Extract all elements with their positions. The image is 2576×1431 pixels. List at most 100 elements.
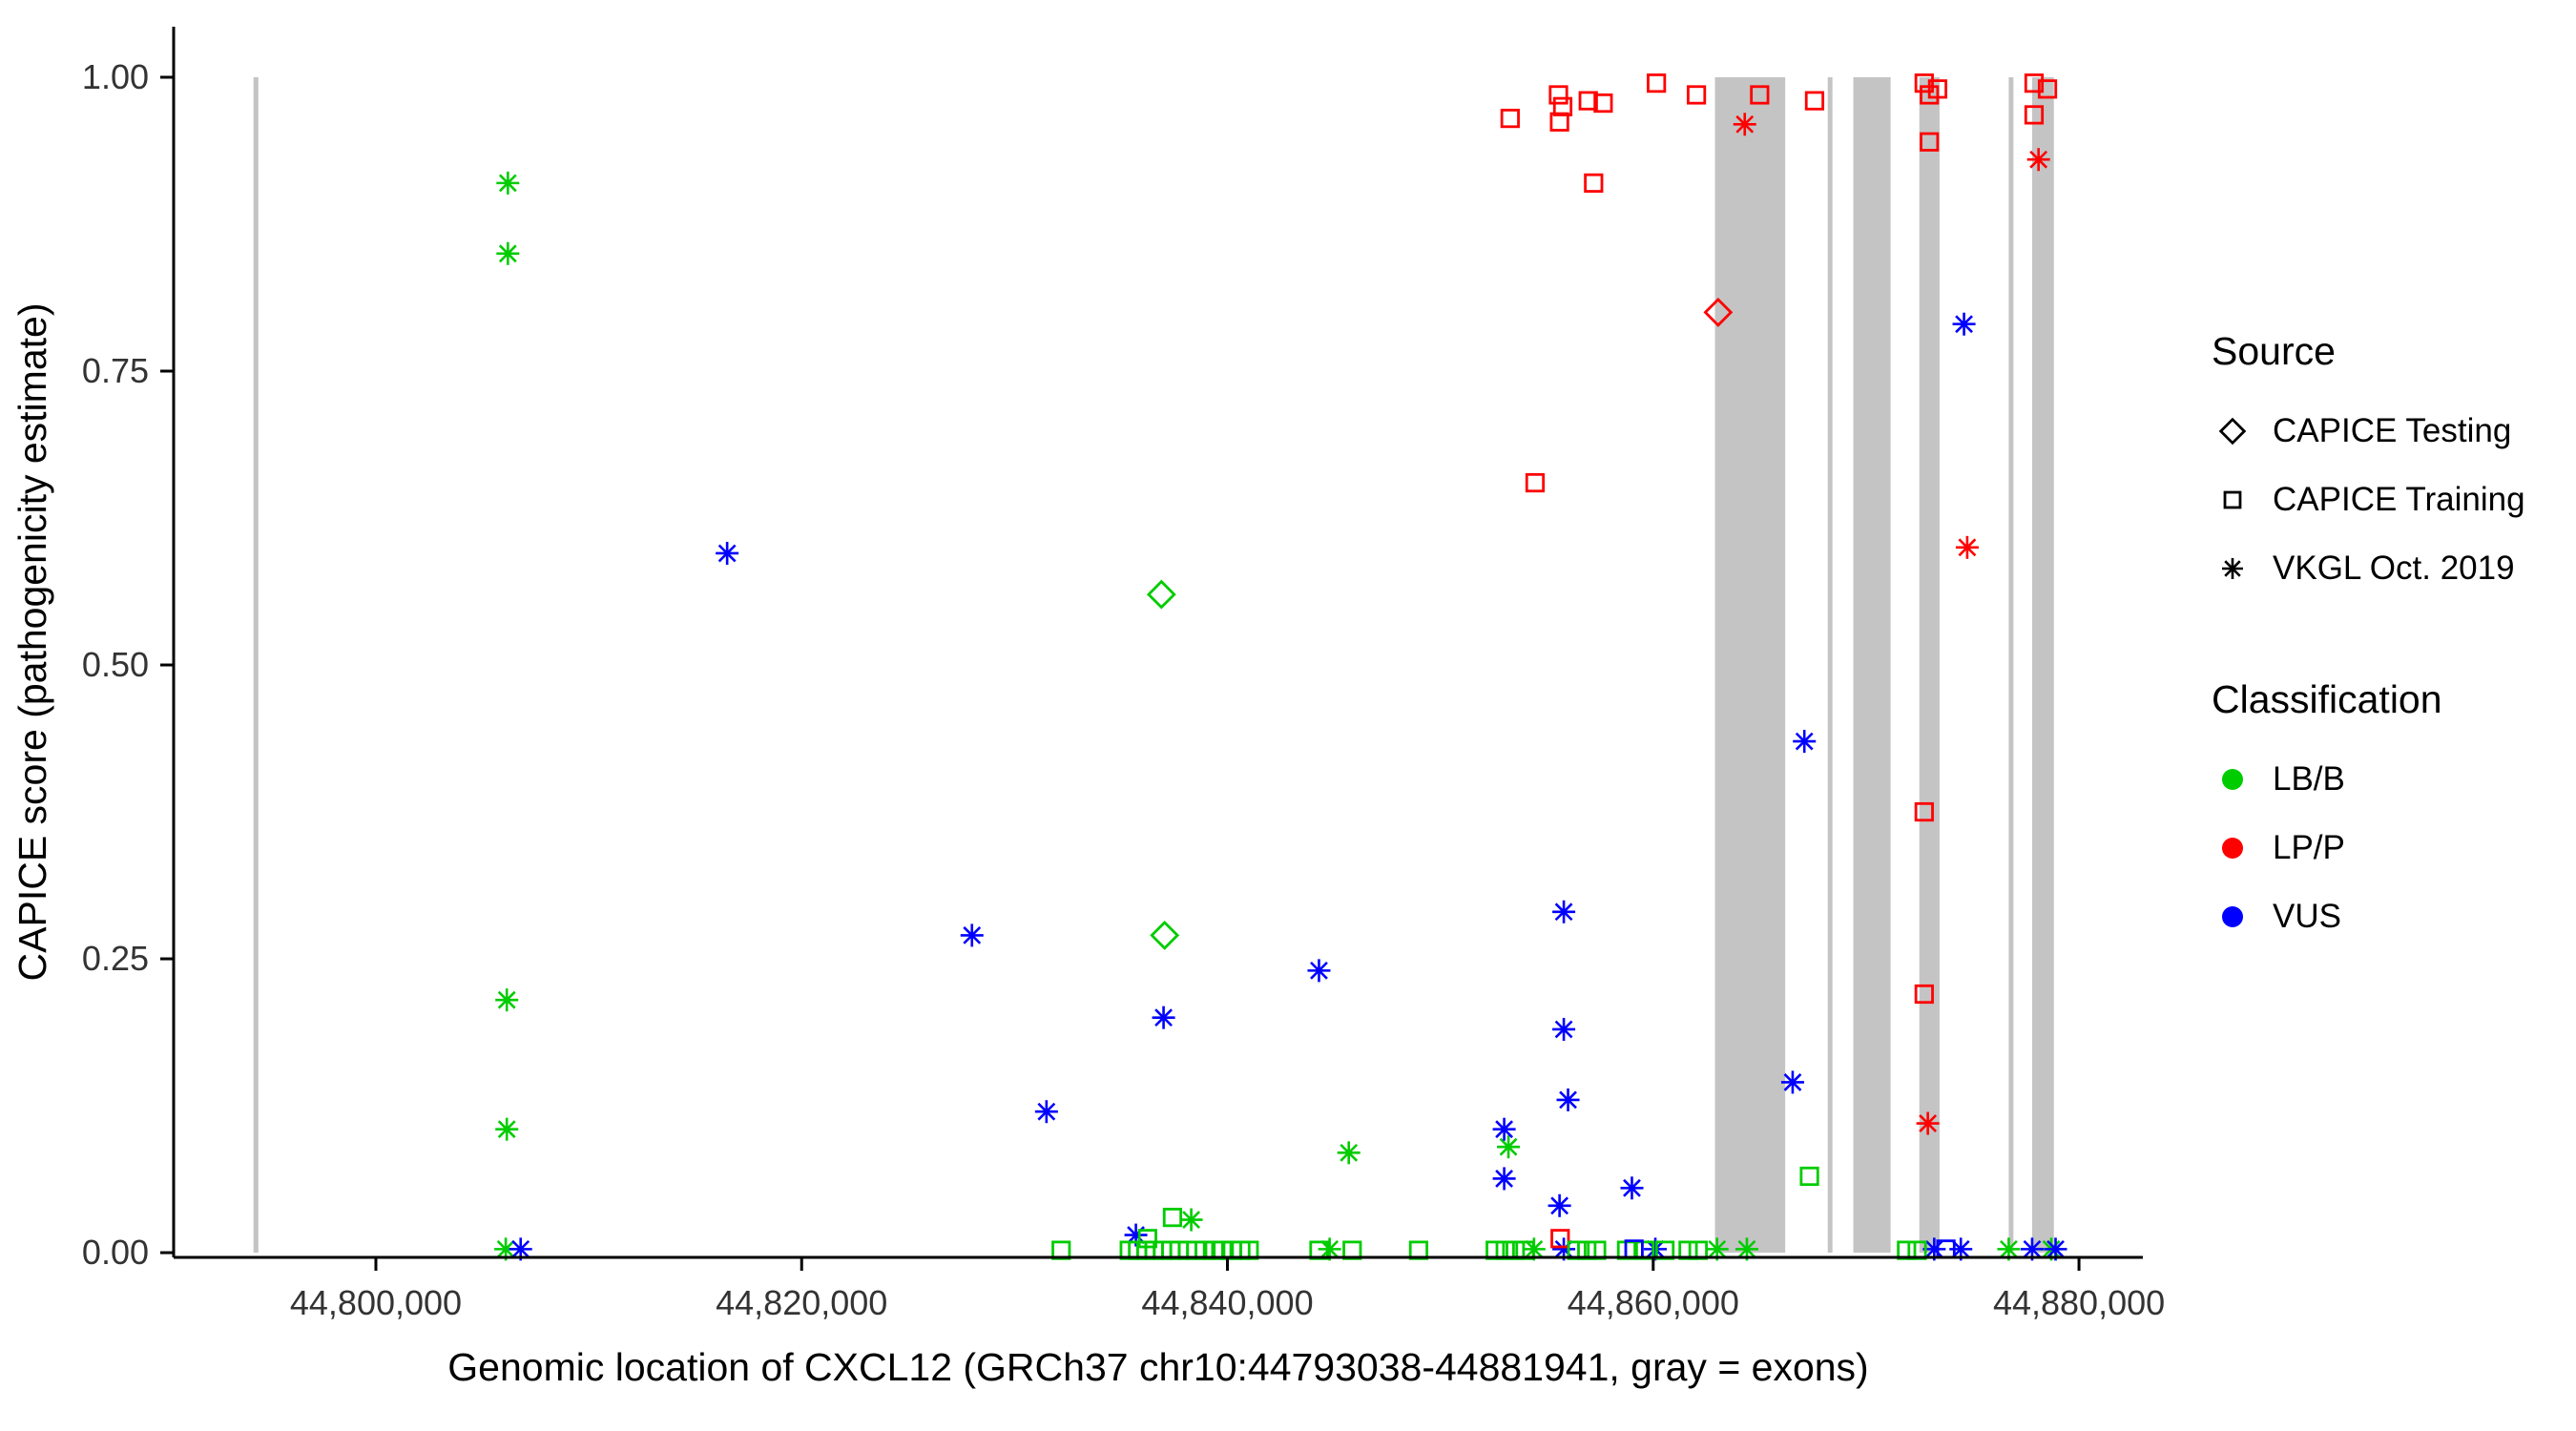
asterisk-spoke: [496, 1239, 515, 1258]
legend-item-vus-label: VUS: [2273, 898, 2341, 935]
data-point-asterisk: [716, 541, 739, 565]
asterisk-spoke: [1554, 1020, 1573, 1039]
asterisk-spoke: [2029, 150, 2048, 169]
asterisk-spoke: [1495, 1170, 1513, 1188]
asterisk-spoke: [2000, 1239, 2018, 1258]
open-square: [1548, 85, 1568, 105]
open-square: [1162, 1208, 1183, 1228]
data-point-asterisk: [1780, 1070, 1804, 1094]
data-point-asterisk: [1337, 1141, 1361, 1165]
open-square: [1584, 173, 1604, 193]
asterisk-spoke: [2224, 560, 2241, 577]
data-point-square: [2024, 73, 2045, 93]
open-diamond: [1703, 297, 1734, 327]
data-point-asterisk: [1548, 1193, 1571, 1217]
data-point-asterisk: [1733, 113, 1756, 136]
data-point-square: [2223, 490, 2242, 509]
data-point-asterisk: [1552, 900, 1576, 923]
data-point-square: [1686, 85, 1707, 105]
data-point-asterisk: [1492, 1117, 1516, 1141]
open-square: [1804, 91, 1825, 111]
open-square: [1686, 85, 1707, 105]
asterisk-spoke: [1310, 961, 1328, 980]
data-point-square: [1647, 73, 1667, 93]
data-point-asterisk: [1497, 1135, 1521, 1159]
open-square: [1920, 85, 1940, 105]
x-tick-label: 44,800,000: [290, 1283, 462, 1322]
y-tick-label: 0.00: [82, 1233, 149, 1272]
filled-dot: [2222, 906, 2243, 927]
x-axis-title: Genomic location of CXCL12 (GRCh37 chr10…: [447, 1345, 1868, 1389]
open-square: [1647, 73, 1667, 93]
open-diamond: [1150, 920, 1180, 950]
asterisk-spoke: [1795, 732, 1814, 751]
asterisk-spoke: [511, 1239, 530, 1258]
filled-dot: [2222, 838, 2243, 859]
asterisk-spoke: [1499, 1137, 1518, 1156]
y-tick-label: 1.00: [82, 57, 149, 96]
asterisk-spoke: [2023, 1239, 2042, 1258]
y-tick-label: 0.50: [82, 645, 149, 684]
open-diamond: [1146, 579, 1176, 610]
data-point-asterisk: [1916, 1111, 1940, 1135]
legend-source-title: Source: [2212, 329, 2336, 373]
data-point-square: [1584, 173, 1604, 193]
legend-item-lp-p: LP/P: [2212, 814, 2525, 882]
exon-bars-layer: [253, 76, 2054, 1254]
data-point-asterisk: [960, 923, 984, 947]
data-point-square: [1162, 1208, 1183, 1228]
data-point-asterisk: [1556, 1088, 1580, 1111]
data-point-square: [1920, 132, 1940, 152]
legend-item-vkgl-oct-2019-label: VKGL Oct. 2019: [2273, 550, 2515, 587]
data-point-asterisk: [1307, 959, 1331, 983]
data-point-asterisk: [1179, 1208, 1203, 1232]
data-point-asterisk: [495, 988, 519, 1012]
legend-item-lb-b: LB/B: [2212, 745, 2525, 814]
asterisk-spoke: [1924, 1239, 1943, 1258]
data-point-asterisk: [496, 241, 520, 265]
dot-legend-icon: [2222, 769, 2243, 790]
open-square: [1914, 984, 1934, 1005]
legend-item-capice-training-label: CAPICE Training: [2273, 481, 2525, 518]
open-square: [2223, 490, 2242, 509]
asterisk-spoke: [1495, 1120, 1513, 1139]
asterisk-spoke: [1182, 1211, 1200, 1229]
open-square: [1914, 73, 1934, 93]
diamond-legend-icon: [2218, 417, 2247, 446]
data-point-square: [1914, 984, 1934, 1005]
data-point-asterisk: [1793, 730, 1817, 754]
data-point-square: [2024, 105, 2045, 125]
asterisk-spoke: [1919, 1114, 1938, 1132]
legend-spacer: [2212, 603, 2525, 677]
data-point-square: [2037, 79, 2058, 99]
y-tick-label: 0.75: [82, 351, 149, 390]
open-square: [1525, 472, 1546, 493]
data-point-square: [1750, 85, 1770, 105]
legend-item-lp-p-label: LP/P: [2273, 829, 2345, 866]
asterisk-spoke: [1955, 315, 1973, 334]
asterisk-spoke: [1559, 1090, 1577, 1110]
data-point-square: [1914, 73, 1934, 93]
asterisk-spoke: [1320, 1239, 1340, 1258]
data-point-square: [1549, 112, 1569, 132]
open-square: [1578, 91, 1598, 111]
open-square: [1593, 93, 1613, 114]
open-square: [2037, 79, 2058, 99]
open-square: [1920, 132, 1940, 152]
exon-bar: [253, 76, 259, 1254]
asterisk-spoke: [1783, 1073, 1802, 1091]
asterisk-spoke: [498, 174, 517, 193]
data-point-square: [1137, 1229, 1157, 1249]
asterisk-spoke: [1154, 1008, 1173, 1027]
data-point-square: [1804, 91, 1825, 111]
data-point-asterisk: [1034, 1100, 1058, 1124]
asterisk-spoke: [2046, 1239, 2065, 1258]
data-point-diamond: [1146, 579, 1176, 610]
x-tick-label: 44,820,000: [716, 1283, 887, 1322]
data-point-asterisk: [1552, 1017, 1576, 1041]
exon-bar: [1714, 76, 1786, 1254]
open-square: [2024, 105, 2045, 125]
data-point-dot: [2222, 838, 2243, 859]
data-point-square: [1593, 93, 1613, 114]
